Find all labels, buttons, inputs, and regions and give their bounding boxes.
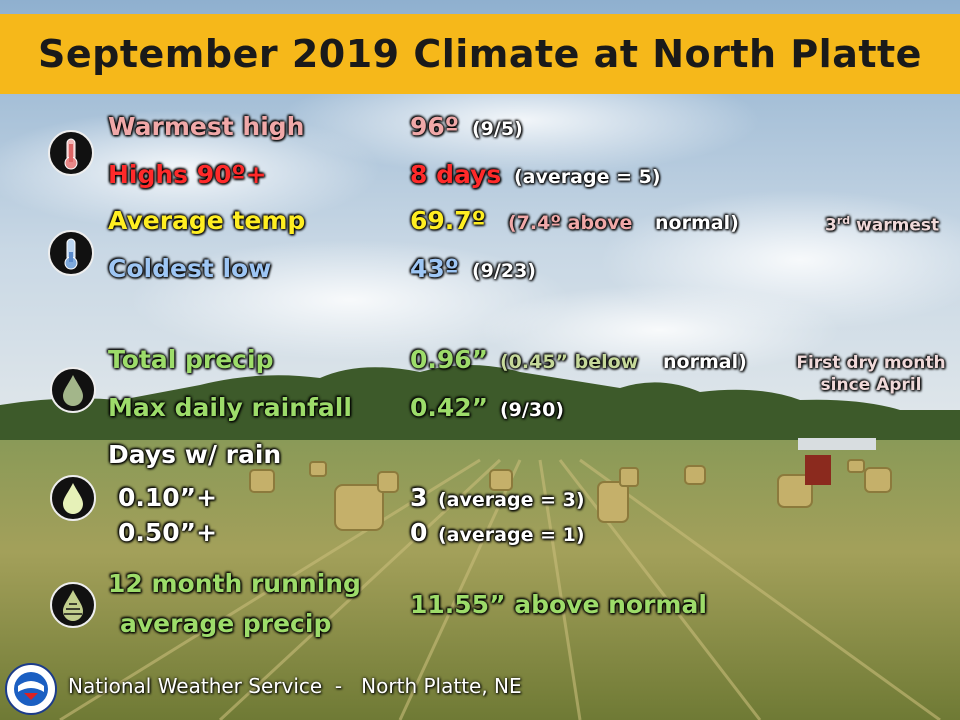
days-with-rain-label: Days w/ rain: [108, 440, 282, 469]
rain-050-label: 0.50”+: [118, 518, 218, 547]
highs-90-value: 8 days: [410, 160, 502, 189]
total-precip-normal: normal): [663, 351, 747, 373]
rank-note: 3rd warmest: [825, 214, 939, 236]
rank-number: 3: [825, 215, 837, 236]
footer-text: National Weather Service - North Platte,…: [68, 674, 522, 698]
running-avg-label-line1: 12 month running: [108, 569, 361, 598]
title-banner: September 2019 Climate at North Platte: [0, 14, 960, 94]
water-drop-light-icon: [50, 475, 96, 521]
rain-050-value: 0: [410, 518, 428, 547]
rain-050-average: (average = 1): [438, 524, 585, 546]
water-drop-icon: [50, 367, 96, 413]
warmest-high-date: (9/5): [472, 118, 523, 140]
max-daily-rainfall-date: (9/30): [500, 399, 564, 421]
total-precip-label: Total precip: [108, 345, 274, 374]
page-title: September 2019 Climate at North Platte: [38, 32, 922, 76]
highs-90-average: (average = 5): [514, 166, 661, 188]
coldest-low-label: Coldest low: [108, 254, 272, 283]
rank-text: warmest: [856, 215, 940, 236]
rank-suffix: rd: [836, 214, 851, 227]
dry-month-line1: First dry month: [796, 353, 946, 373]
average-temp-departure: (7.4º above: [508, 212, 633, 234]
running-avg-label-line2: average precip: [120, 609, 332, 638]
coldest-low-date: (9/23): [472, 260, 536, 282]
water-drop-striped-icon: [50, 582, 96, 628]
nws-logo-icon: [5, 663, 57, 715]
rain-010-value: 3: [410, 483, 428, 512]
max-daily-rainfall-label: Max daily rainfall: [108, 393, 352, 422]
warmest-high-value: 96º: [410, 112, 459, 141]
thermometer-cold-icon: [48, 230, 94, 276]
dry-month-note: First dry month since April: [786, 352, 956, 396]
rain-010-average: (average = 3): [438, 489, 585, 511]
average-temp-label: Average temp: [108, 206, 306, 235]
max-daily-rainfall-value: 0.42”: [410, 393, 489, 422]
running-avg-value: 11.55” above normal: [410, 590, 707, 619]
warmest-high-label: Warmest high: [108, 112, 305, 141]
total-precip-departure: (0.45” below: [500, 351, 639, 373]
total-precip-value: 0.96”: [410, 345, 489, 374]
average-temp-normal: normal): [655, 212, 739, 234]
dry-month-line2: since April: [820, 375, 922, 395]
highs-90-label: Highs 90º+: [108, 160, 267, 189]
rain-010-label: 0.10”+: [118, 483, 218, 512]
thermometer-hot-icon: [48, 130, 94, 176]
coldest-low-value: 43º: [410, 254, 459, 283]
average-temp-value: 69.7º: [410, 206, 486, 235]
